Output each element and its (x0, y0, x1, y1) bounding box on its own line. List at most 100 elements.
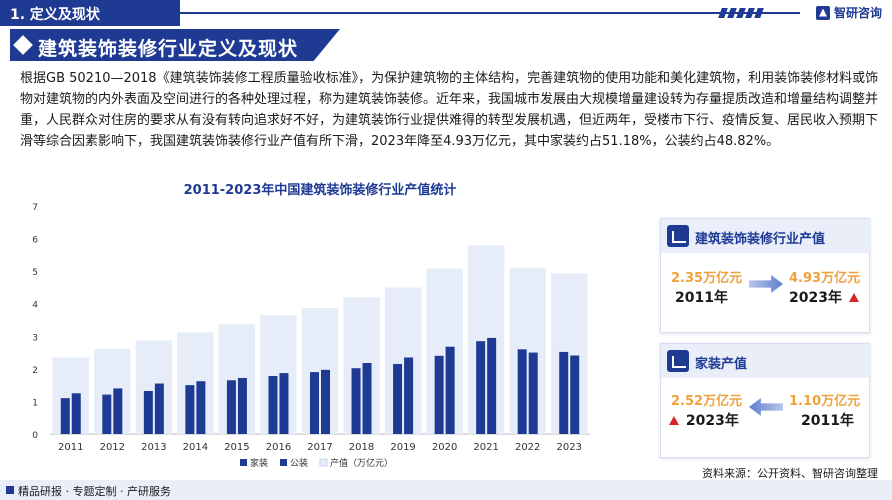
right-value: 1.10万亿元 (789, 394, 861, 409)
legend-swatch (280, 459, 287, 466)
footer-square-icon (6, 486, 14, 494)
footer: 精品研报 · 专题定制 · 产研服务 (0, 480, 892, 500)
bar-home (393, 363, 403, 434)
y-tick-label: 2 (32, 366, 38, 376)
footer-text: 精品研报 · 专题定制 · 产研服务 (18, 485, 171, 498)
output-bar-chart: 0 1 2 3 4 5 6 7 2011 2012 2013 2014 2015 2016 2017 2018… (32, 203, 590, 469)
bar-total (301, 307, 339, 434)
legend-label: 产值（万亿元） (330, 457, 393, 469)
legend-swatch (240, 459, 247, 466)
bar-home (185, 385, 195, 434)
legend-label: 公装 (290, 457, 308, 469)
bar-total (509, 267, 546, 434)
bar-public (113, 388, 123, 434)
to-year: 2023年 (789, 290, 842, 306)
bar-home (517, 349, 527, 434)
y-tick-label: 7 (32, 203, 38, 213)
card-title: 家装产值 (695, 357, 748, 372)
x-tick-label: 2017 (307, 442, 332, 453)
brand-logo-icon (815, 5, 830, 20)
x-tick-label: 2012 (100, 442, 125, 453)
x-tick-label: 2018 (349, 442, 374, 453)
arrow-left-icon (749, 398, 783, 416)
x-tick-label: 2016 (266, 442, 291, 453)
bar-total (343, 297, 380, 434)
left-year: 2023年 (685, 413, 739, 429)
bar-home (102, 394, 112, 434)
card-title: 建筑装饰装修行业产值 (695, 232, 826, 247)
brand-name: 智研咨询 (833, 6, 882, 20)
x-tick-label: 2021 (473, 442, 498, 453)
source-note: 资料来源：公开资料、智研咨询整理 (702, 467, 878, 480)
bar-home (559, 351, 569, 434)
bar-home (434, 355, 444, 434)
home-output-card: 家装产值 2.52万亿元 2023年 1.10万亿元 2011年 (660, 343, 871, 458)
header-line (180, 12, 800, 14)
top-bar: 1. 定义及现状 智研咨询 (0, 0, 892, 26)
bar-public (279, 373, 289, 434)
decorative-dots (718, 8, 764, 18)
intro-paragraph: 根据GB 50210—2018《建筑装饰装修工程质量验收标准》，为保护建筑物的主… (20, 71, 879, 149)
bar-home (268, 376, 278, 434)
industry-output-card: 建筑装饰装修行业产值 2.35万亿元 2011年 4.93万亿元 2023年 (660, 218, 871, 333)
bar-total (550, 273, 588, 434)
x-tick-label: 2011 (58, 442, 83, 453)
chart-icon (667, 350, 689, 372)
bar-total (218, 324, 256, 434)
x-tick-label: 2019 (390, 442, 415, 453)
card-header (661, 219, 871, 253)
x-tick-label: 2015 (224, 442, 249, 453)
y-tick-label: 6 (32, 236, 38, 246)
card-header (661, 344, 871, 378)
footer-bar (0, 480, 892, 500)
left-year-wrap: 2023年 (667, 410, 739, 430)
from-value: 2.35万亿元 (671, 271, 743, 286)
right-year: 2011年 (801, 413, 854, 429)
section-title: 1. 定义及现状 (10, 7, 100, 23)
legend-swatch (319, 458, 328, 467)
bar-home (476, 341, 486, 434)
bar-public (570, 355, 580, 434)
bar-public (321, 369, 330, 434)
to-value: 4.93万亿元 (789, 271, 861, 286)
page-title: 建筑装饰装修行业定义及现状 (38, 38, 299, 60)
bar-public (196, 381, 206, 434)
bar-public (487, 337, 497, 434)
bar-home (310, 372, 319, 434)
bar-total (52, 357, 90, 434)
bar-public (237, 377, 247, 434)
arrow-right-icon (749, 275, 783, 293)
brand: 智研咨询 (815, 4, 882, 21)
arrow-up-icon (848, 293, 859, 302)
bar-total (260, 315, 297, 434)
bar-home (226, 380, 236, 434)
bar-home (351, 368, 361, 434)
x-tick-label: 2023 (557, 442, 582, 453)
bar-total (94, 348, 131, 434)
x-tick-label: 2013 (141, 442, 166, 453)
from-year: 2011年 (675, 290, 728, 306)
chart-title: 2011-2023年中国建筑装饰装修行业产值统计 (183, 183, 457, 198)
bar-total (426, 268, 463, 434)
bar-total (467, 245, 505, 434)
title-banner (10, 29, 340, 61)
arrow-up-icon (669, 416, 679, 425)
bar-total (384, 287, 422, 434)
y-tick-label: 3 (32, 333, 38, 343)
chart-icon (667, 225, 689, 247)
bar-home (60, 398, 70, 434)
x-tick-label: 2020 (432, 442, 457, 453)
y-tick-label: 1 (32, 398, 38, 408)
y-tick-label: 5 (32, 268, 38, 278)
x-tick-label: 2014 (183, 442, 208, 453)
legend-label: 家装 (250, 457, 268, 469)
bar-public (71, 393, 81, 434)
y-tick-label: 4 (32, 301, 38, 311)
bar-total (135, 340, 173, 434)
bar-public (445, 346, 455, 434)
bar-home (143, 391, 153, 434)
bar-public (362, 362, 372, 434)
bar-public (154, 383, 164, 434)
section-tab (0, 0, 180, 26)
bar-public (528, 352, 538, 434)
